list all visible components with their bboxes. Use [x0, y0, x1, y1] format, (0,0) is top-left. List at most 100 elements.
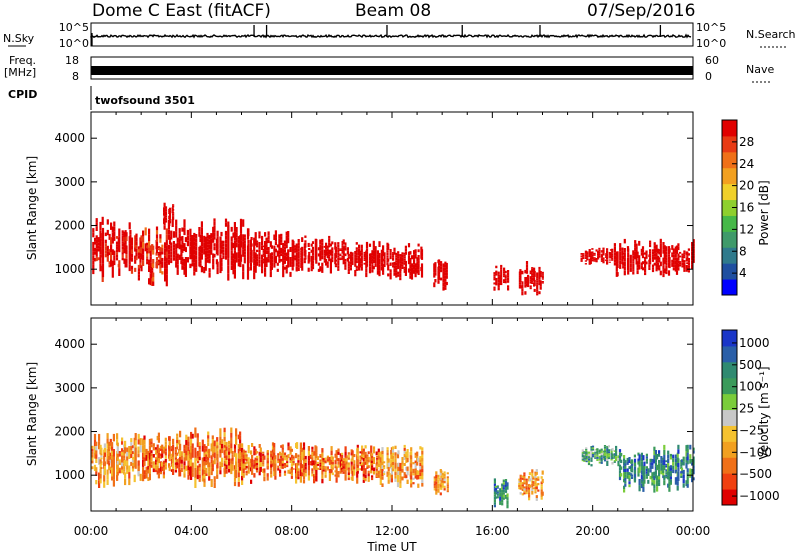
power-cell — [104, 232, 107, 237]
vel-cell — [259, 467, 262, 472]
vel-cell — [663, 465, 666, 471]
power-cell — [310, 243, 313, 247]
vel-cell — [663, 460, 666, 465]
power-cell — [395, 252, 398, 256]
power-cell — [140, 241, 143, 248]
vel-cell — [159, 471, 162, 475]
power-cell — [134, 239, 137, 244]
vel-cell — [174, 459, 177, 463]
power-cell — [183, 219, 186, 228]
power-cell — [237, 243, 240, 248]
power-cell — [399, 256, 402, 259]
vel-cell — [628, 466, 631, 470]
power-cell — [269, 271, 272, 278]
vel-cell — [108, 446, 111, 452]
vel-cell — [345, 467, 348, 471]
power-cell — [168, 212, 172, 216]
power-cell — [658, 249, 661, 252]
power-cell — [389, 276, 392, 280]
vel-cell — [142, 452, 145, 460]
power-cell — [310, 249, 313, 253]
power-cell — [243, 237, 246, 241]
vel-cell — [501, 492, 504, 496]
power-cell — [539, 271, 542, 275]
vel-cell — [677, 449, 680, 454]
power-cell — [172, 234, 175, 238]
power-cell — [140, 265, 143, 272]
power-cell — [593, 254, 596, 256]
nsky-line — [90, 33, 692, 39]
vel-cell — [335, 477, 338, 483]
power-cell — [442, 267, 445, 272]
power-cell — [641, 252, 645, 256]
vel-cell — [677, 476, 680, 481]
vel-cell — [168, 436, 171, 442]
power-cell — [619, 256, 622, 261]
vel-cell — [581, 459, 584, 462]
power-cell — [161, 257, 164, 262]
power-cell — [665, 246, 668, 249]
power-cell — [129, 238, 132, 244]
power-cell — [118, 260, 121, 269]
vel-cell — [541, 491, 544, 496]
vel-cell — [525, 478, 528, 481]
vel-cell — [126, 469, 129, 474]
power-cell — [493, 276, 496, 279]
vel-cell — [326, 469, 329, 471]
velocity-colorbar-swatch — [722, 361, 737, 379]
vel-cell — [328, 477, 331, 481]
power-cell — [172, 231, 175, 235]
vel-cell — [299, 442, 302, 450]
vel-cell — [185, 455, 188, 461]
power-cell — [206, 238, 209, 242]
power-cell — [401, 257, 404, 260]
power-cell — [262, 245, 265, 248]
vel-cell — [247, 449, 250, 454]
power-cell — [358, 265, 361, 268]
power-cell — [504, 278, 507, 280]
vel-cell — [587, 460, 591, 463]
vel-cell — [672, 469, 675, 474]
vel-cell — [504, 494, 508, 497]
vel-cell — [302, 453, 306, 458]
power-cell — [178, 238, 181, 244]
power-cell — [242, 241, 245, 250]
vel-cell — [121, 448, 124, 452]
power-cell — [264, 272, 267, 277]
power-cell — [372, 244, 375, 248]
power-cell — [365, 248, 369, 252]
vel-cell — [421, 472, 424, 476]
vel-cell — [437, 479, 440, 482]
power-cell — [95, 252, 98, 257]
vel-cell — [99, 478, 102, 484]
vel-cell — [112, 471, 115, 479]
power-cell — [161, 261, 164, 265]
power-cell — [339, 254, 342, 257]
power-cell — [164, 211, 168, 214]
power-cell — [653, 248, 656, 251]
vel-cell — [537, 478, 540, 481]
vel-cell — [273, 452, 276, 458]
vel-cell — [176, 452, 179, 456]
power-cell — [355, 247, 358, 250]
vel-cell — [414, 463, 417, 466]
power-cell — [273, 262, 276, 268]
vel-cell — [164, 441, 167, 445]
vel-cell — [326, 466, 329, 468]
vel-cell — [187, 465, 190, 471]
power-cell — [297, 258, 300, 262]
power-cell — [393, 251, 396, 255]
vel-cell — [283, 473, 287, 476]
power-cell — [409, 264, 412, 269]
power-cell — [230, 246, 233, 251]
vel-cell — [221, 439, 224, 444]
vel-cell — [433, 488, 436, 491]
power-cell — [237, 251, 240, 256]
power-cell — [541, 278, 544, 280]
vel-cell — [116, 474, 119, 481]
vel-cell — [345, 464, 348, 468]
vel-cell — [502, 494, 505, 498]
vel-cell — [130, 442, 133, 447]
power-cell — [347, 261, 350, 264]
power-cell — [541, 273, 544, 275]
